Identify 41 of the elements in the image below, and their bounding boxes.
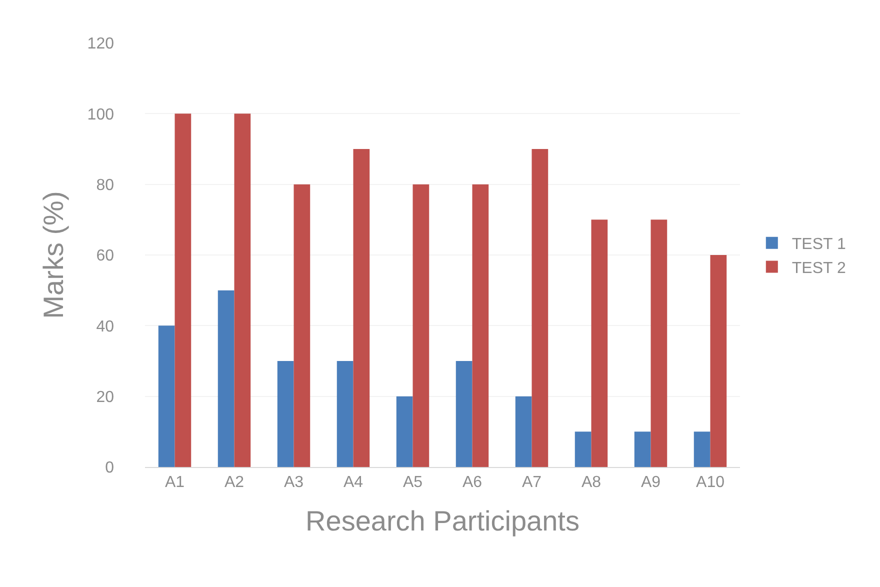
bar: [472, 184, 489, 467]
bar: [456, 361, 472, 467]
bar: [174, 114, 192, 467]
y-tick-label: 40: [96, 318, 114, 336]
bar: [396, 396, 413, 467]
bar: [515, 396, 532, 467]
legend-label: TEST 1: [792, 236, 846, 254]
legend-label: TEST 2: [792, 260, 846, 277]
x-tick-label: A9: [640, 474, 661, 492]
y-tick-label: 60: [96, 248, 114, 265]
x-axis-title: Research Participants: [306, 505, 580, 536]
x-tick-label: A5: [402, 474, 423, 492]
bar: [710, 255, 727, 467]
y-tick-label: 20: [96, 388, 114, 406]
bar: [694, 432, 710, 467]
x-tick-label: A7: [522, 474, 542, 492]
bar: [234, 114, 251, 467]
x-tick-label: A4: [343, 474, 364, 492]
bar: [158, 326, 175, 467]
bar: [591, 220, 608, 467]
x-tick-label: A10: [696, 474, 725, 492]
y-axis-title: Marks (%): [38, 191, 69, 319]
bar: [277, 361, 294, 467]
x-tick-label: A2: [224, 474, 244, 492]
y-tick-label: 80: [96, 176, 114, 194]
bar: [336, 361, 354, 467]
bar: [353, 149, 370, 467]
bar: [218, 290, 234, 467]
bar: [532, 149, 548, 467]
x-tick-label: A6: [462, 474, 482, 492]
bar: [574, 432, 592, 467]
bar: [634, 432, 651, 467]
y-tick-label: 120: [87, 36, 114, 53]
x-tick-label: A1: [164, 474, 185, 492]
x-tick-label: A3: [284, 474, 304, 492]
bar: [412, 184, 430, 467]
y-tick-label: 0: [105, 460, 114, 477]
bar: [294, 184, 310, 467]
x-tick-label: A8: [581, 474, 602, 492]
y-tick-label: 100: [87, 106, 114, 124]
bar: [650, 220, 668, 467]
